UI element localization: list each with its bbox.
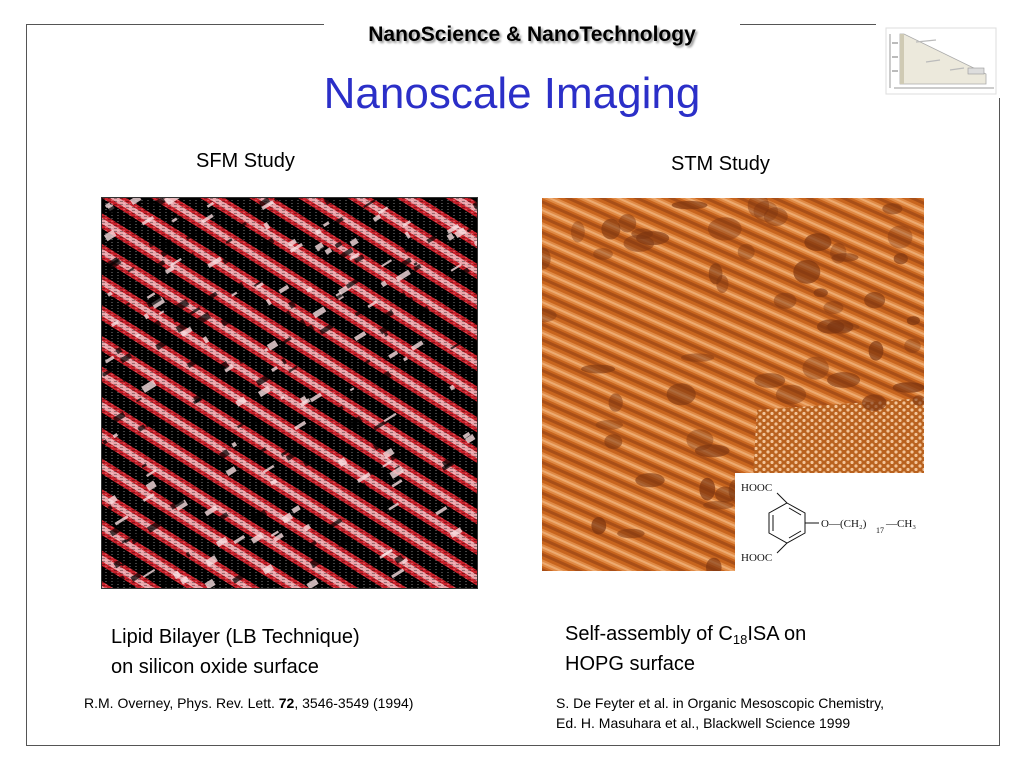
sfm-caption-line1: Lipid Bilayer (LB Technique) bbox=[111, 626, 360, 648]
sfm-study-label: SFM Study bbox=[196, 150, 295, 172]
sfm-ref-suffix: , 3546-3549 (1994) bbox=[294, 695, 414, 711]
sfm-reference: R.M. Overney, Phys. Rev. Lett. 72, 3546-… bbox=[84, 693, 413, 713]
chem-chain-subscript: 17 bbox=[876, 526, 884, 535]
stm-caption-line1: Self-assembly of C18ISA on bbox=[565, 619, 806, 649]
chem-bottom-group: HOOC bbox=[741, 552, 772, 564]
stm-reference: S. De Feyter et al. in Organic Mesoscopi… bbox=[556, 693, 884, 733]
stm-caption-pre: Self-assembly of C bbox=[565, 623, 733, 645]
sfm-micrograph bbox=[101, 197, 478, 589]
slide-title: Nanoscale Imaging bbox=[323, 69, 701, 118]
sfm-caption: Lipid Bilayer (LB Technique) on silicon … bbox=[111, 622, 360, 682]
benzene-ring-icon bbox=[768, 492, 819, 554]
stm-caption: Self-assembly of C18ISA on HOPG surface bbox=[565, 619, 806, 679]
chemical-structure-inset: HOOC HOOC O—(CH₂) 17 —CH₃ bbox=[735, 473, 925, 571]
header-text: NanoScience & NanoTechnology bbox=[368, 23, 696, 46]
stm-study-label: STM Study bbox=[671, 153, 770, 175]
nanoscience-scale-diagram-icon bbox=[876, 22, 1000, 98]
stm-ref-line1: S. De Feyter et al. in Organic Mesoscopi… bbox=[556, 695, 885, 711]
sfm-caption-line2: on silicon oxide surface bbox=[111, 656, 319, 678]
chem-top-group: HOOC bbox=[741, 482, 772, 494]
stm-caption-post: ISA on bbox=[747, 623, 807, 645]
chem-end-group: —CH₃ bbox=[885, 518, 916, 530]
stm-ref-line2: Ed. H. Masuhara et al., Blackwell Scienc… bbox=[556, 715, 851, 731]
sfm-ref-prefix: R.M. Overney, Phys. Rev. Lett. bbox=[84, 695, 279, 711]
chem-chain: O—(CH₂) bbox=[821, 518, 867, 530]
header-banner: NanoScience & NanoTechnology bbox=[324, 20, 740, 50]
stm-caption-line2: HOPG surface bbox=[565, 653, 696, 675]
sfm-ref-volume: 72 bbox=[278, 695, 295, 711]
stm-caption-sub: 18 bbox=[732, 632, 748, 647]
